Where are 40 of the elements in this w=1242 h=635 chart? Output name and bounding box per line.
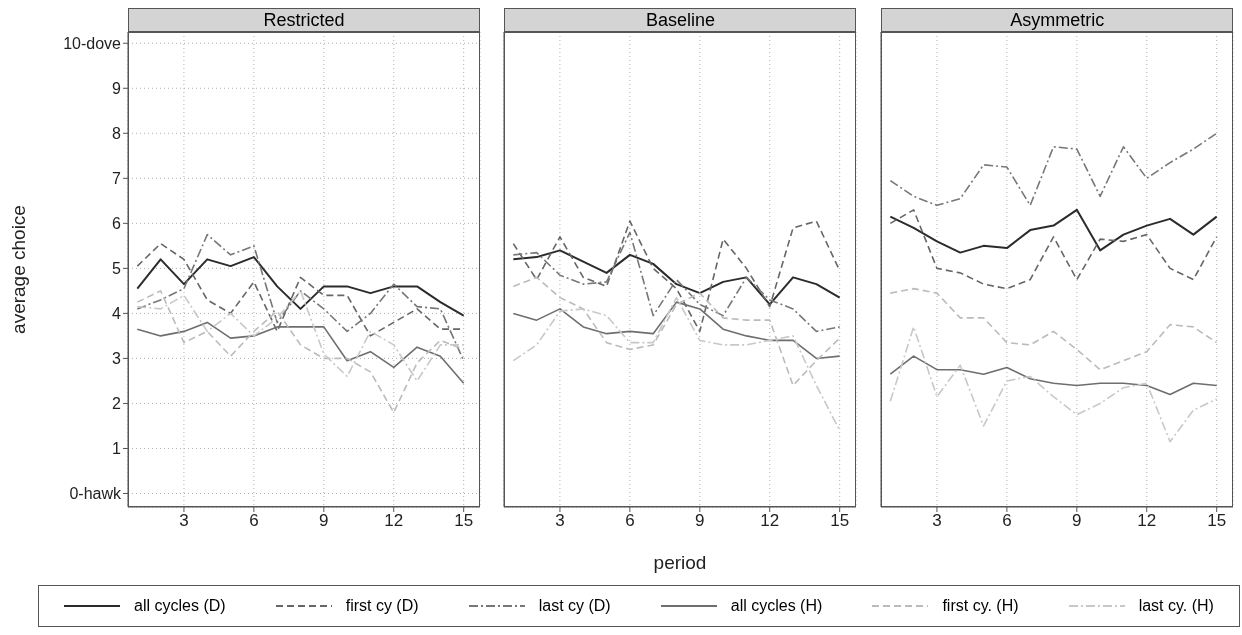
legend-label: last cy. (H) [1138,597,1214,615]
legend-label: first cy (D) [345,597,419,615]
x-tick-label: 15 [830,511,850,531]
line-series [136,290,465,382]
chart-title: Restricted [128,8,480,32]
y-tick-label: 7 [112,170,122,188]
y-tick-label: 6 [112,215,122,233]
x-tick-label: 9 [1072,511,1082,531]
y-tick-label: 4 [112,305,122,323]
x-tick-label: 6 [249,511,259,531]
x-tick-label: 12 [1137,511,1157,531]
x-tick-label: 15 [1207,511,1227,531]
y-tick-label: 8 [112,124,122,142]
y-tick-label: 5 [112,260,122,278]
legend-label: first cy. (H) [942,597,1019,615]
y-tick-label: 2 [112,395,122,413]
legend-label: all cycles (D) [134,597,226,615]
x-axis-title: period [654,552,707,573]
legend-label: all cycles (H) [730,597,823,615]
x-tick-label: 9 [695,511,705,531]
y-tick-label: 9 [112,79,122,97]
y-axis-title: average choice [7,205,29,334]
chart-title: Asymmetric [881,8,1234,32]
line-series [136,256,465,317]
y-tick-label: 3 [112,350,122,368]
x-tick-label: 3 [555,511,566,531]
x-tick-label: 9 [319,511,329,531]
x-tick-label: 3 [179,511,189,531]
line-series [136,233,465,362]
x-tick-label: 15 [454,511,474,531]
x-tick-label: 12 [384,511,404,531]
x-tick-label: 6 [1002,511,1012,531]
y-tick-label: 1 [112,440,122,458]
chart-title: Baseline [504,8,857,32]
x-tick-label: 12 [760,511,780,531]
x-tick-label: 3 [932,511,942,531]
y-tick-label: 10-dove [63,34,122,52]
legend-label: last cy (D) [538,597,611,615]
x-tick-label: 6 [625,511,636,531]
y-tick-label: 0-hawk [69,485,122,503]
